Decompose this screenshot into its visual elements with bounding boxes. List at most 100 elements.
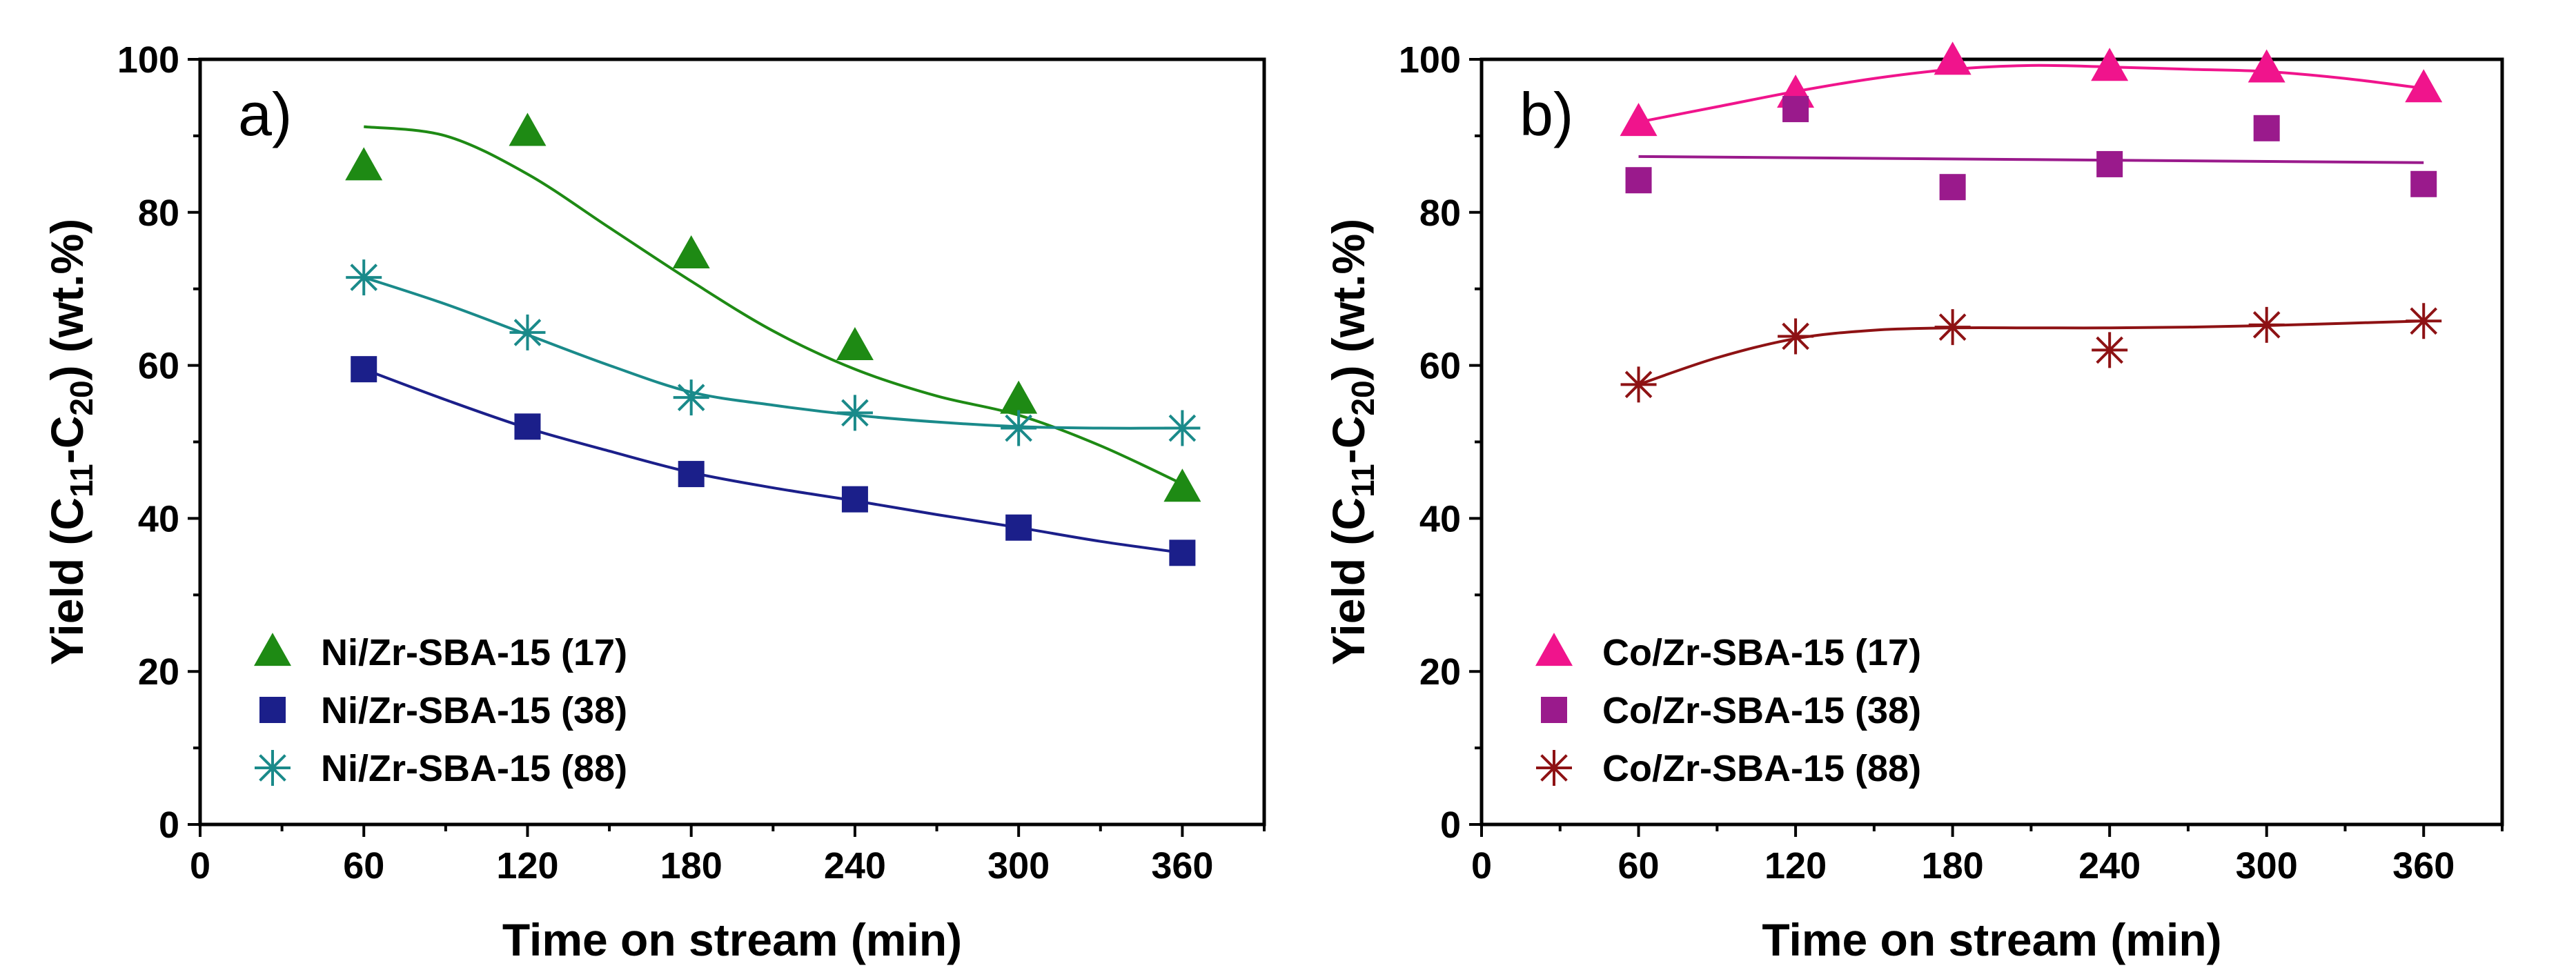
data-point bbox=[1164, 410, 1201, 446]
y-axis-title-sub1: 11 bbox=[1345, 464, 1381, 497]
data-point bbox=[1939, 174, 1966, 201]
y-tick-label: 100 bbox=[1399, 39, 1461, 81]
y-tick-label: 80 bbox=[1419, 192, 1461, 234]
y-axis-title: Yield (C11-C20) (wt.%) bbox=[1323, 219, 1381, 665]
asterisk-stroke bbox=[513, 319, 542, 346]
legend-label: Ni/Zr-SBA-15 (38) bbox=[321, 690, 627, 731]
series-3 bbox=[346, 259, 1201, 446]
data-point bbox=[836, 395, 873, 431]
x-tick-label: 60 bbox=[1618, 845, 1659, 887]
y-axis-title-sub1: 11 bbox=[63, 464, 99, 497]
asterisk-stroke bbox=[2410, 307, 2438, 335]
y-axis-title-prefix: Yield (C bbox=[1323, 497, 1374, 665]
asterisk-stroke bbox=[1624, 370, 1653, 399]
data-point bbox=[2406, 303, 2442, 339]
series-1 bbox=[345, 112, 1201, 502]
data-point bbox=[2092, 332, 2128, 368]
panel-label: a) bbox=[238, 80, 292, 148]
panel-a: 0 60 120 180 240 300 360 0 20 40 60 80 100 Time on st… bbox=[41, 39, 1266, 965]
data-point bbox=[1620, 103, 1658, 137]
data-point bbox=[1169, 540, 1196, 566]
data-point bbox=[2248, 306, 2285, 343]
x-tick-label: 60 bbox=[343, 845, 384, 887]
asterisk-stroke bbox=[1168, 414, 1197, 442]
series-2 bbox=[351, 356, 1196, 566]
data-point bbox=[1934, 309, 1971, 346]
y-axis-title-suffix: ) (wt.%) bbox=[1323, 219, 1374, 381]
y-tick-label: 40 bbox=[138, 498, 179, 540]
data-point bbox=[509, 314, 546, 350]
series-2 bbox=[1625, 96, 2437, 201]
legend-marker bbox=[1536, 750, 1572, 786]
data-point bbox=[1620, 366, 1657, 403]
fit-curve bbox=[363, 368, 1183, 555]
series-1 bbox=[1620, 41, 2443, 137]
y-tick-label: 0 bbox=[159, 804, 179, 846]
data-point bbox=[1163, 468, 1201, 502]
data-point bbox=[2410, 170, 2437, 197]
legend-marker bbox=[259, 697, 286, 723]
x-tick-label: 0 bbox=[190, 845, 210, 887]
y-tick-label: 20 bbox=[1419, 651, 1461, 693]
data-point bbox=[2096, 150, 2123, 177]
asterisk-stroke bbox=[1938, 313, 1967, 341]
asterisk-stroke bbox=[2252, 311, 2281, 339]
x-tick-label: 300 bbox=[2236, 845, 2298, 887]
asterisk-stroke bbox=[1005, 414, 1032, 442]
fit-curve bbox=[363, 276, 1183, 430]
y-axis-title-suffix: ) (wt.%) bbox=[41, 219, 92, 381]
legend-marker bbox=[1535, 633, 1573, 666]
data-point bbox=[2091, 48, 2129, 81]
data-point bbox=[1001, 410, 1037, 446]
data-point bbox=[673, 379, 709, 416]
legend-label: Co/Zr-SBA-15 (17) bbox=[1602, 632, 1921, 673]
y-tick-label: 80 bbox=[138, 192, 179, 234]
y-axis-title-prefix: Yield (C bbox=[41, 497, 92, 665]
x-tick-label: 240 bbox=[824, 845, 886, 887]
panel-b: 0 60 120 180 240 300 360 0 20 40 60 80 100 Time on st… bbox=[1323, 39, 2504, 965]
data-point bbox=[2405, 69, 2443, 103]
x-tick-label: 0 bbox=[1471, 845, 1492, 887]
data-point bbox=[1000, 380, 1038, 414]
data-point bbox=[1782, 96, 1809, 123]
x-tick-label: 300 bbox=[987, 845, 1050, 887]
x-axis-title: Time on stream (min) bbox=[502, 914, 962, 965]
y-axis-title: Yield (C11-C20) (wt.%) bbox=[41, 219, 99, 665]
legend-label: Co/Zr-SBA-15 (38) bbox=[1602, 690, 1921, 731]
legend: Ni/Zr-SBA-15 (17) Ni/Zr-SBA-15 (38) Ni/Zr-… bbox=[254, 632, 627, 789]
data-point bbox=[345, 147, 383, 181]
y-axis-title-mid: -C bbox=[41, 416, 92, 464]
panel-label: b) bbox=[1520, 80, 1573, 148]
fit-curve bbox=[364, 125, 1183, 486]
asterisk-stroke bbox=[1782, 322, 1809, 350]
asterisk-stroke bbox=[350, 264, 378, 291]
x-axis-title: Time on stream (min) bbox=[1762, 914, 2221, 965]
y-axis-title-sub2: 20 bbox=[1345, 380, 1381, 415]
asterisk-stroke bbox=[259, 754, 286, 782]
fit-curve bbox=[1638, 63, 2424, 123]
data-point bbox=[514, 413, 541, 440]
legend-marker bbox=[255, 750, 291, 786]
data-point bbox=[672, 235, 710, 268]
fit-curve bbox=[1638, 155, 2424, 164]
data-point bbox=[1778, 318, 1814, 355]
y-tick-label: 20 bbox=[138, 651, 179, 693]
legend-label: Co/Zr-SBA-15 (88) bbox=[1602, 748, 1921, 789]
x-tick-label: 180 bbox=[660, 845, 722, 887]
data-point bbox=[2253, 115, 2280, 141]
asterisk-stroke bbox=[841, 399, 869, 427]
x-tick-label: 360 bbox=[1151, 845, 1213, 887]
y-tick-label: 0 bbox=[1440, 804, 1461, 846]
asterisk-stroke bbox=[1540, 754, 1568, 782]
x-tick-label: 180 bbox=[1922, 845, 1984, 887]
data-point bbox=[841, 486, 868, 513]
y-axis-title-mid: -C bbox=[1323, 416, 1374, 464]
legend: Co/Zr-SBA-15 (17) Co/Zr-SBA-15 (38) Co/Zr-… bbox=[1535, 632, 1921, 789]
asterisk-stroke bbox=[677, 384, 705, 411]
series-3 bbox=[1620, 303, 2442, 403]
y-tick-label: 100 bbox=[117, 39, 179, 81]
data-point bbox=[1934, 41, 1972, 75]
data-point bbox=[678, 461, 705, 488]
x-tick-label: 120 bbox=[496, 845, 558, 887]
y-tick-label: 40 bbox=[1419, 498, 1461, 540]
